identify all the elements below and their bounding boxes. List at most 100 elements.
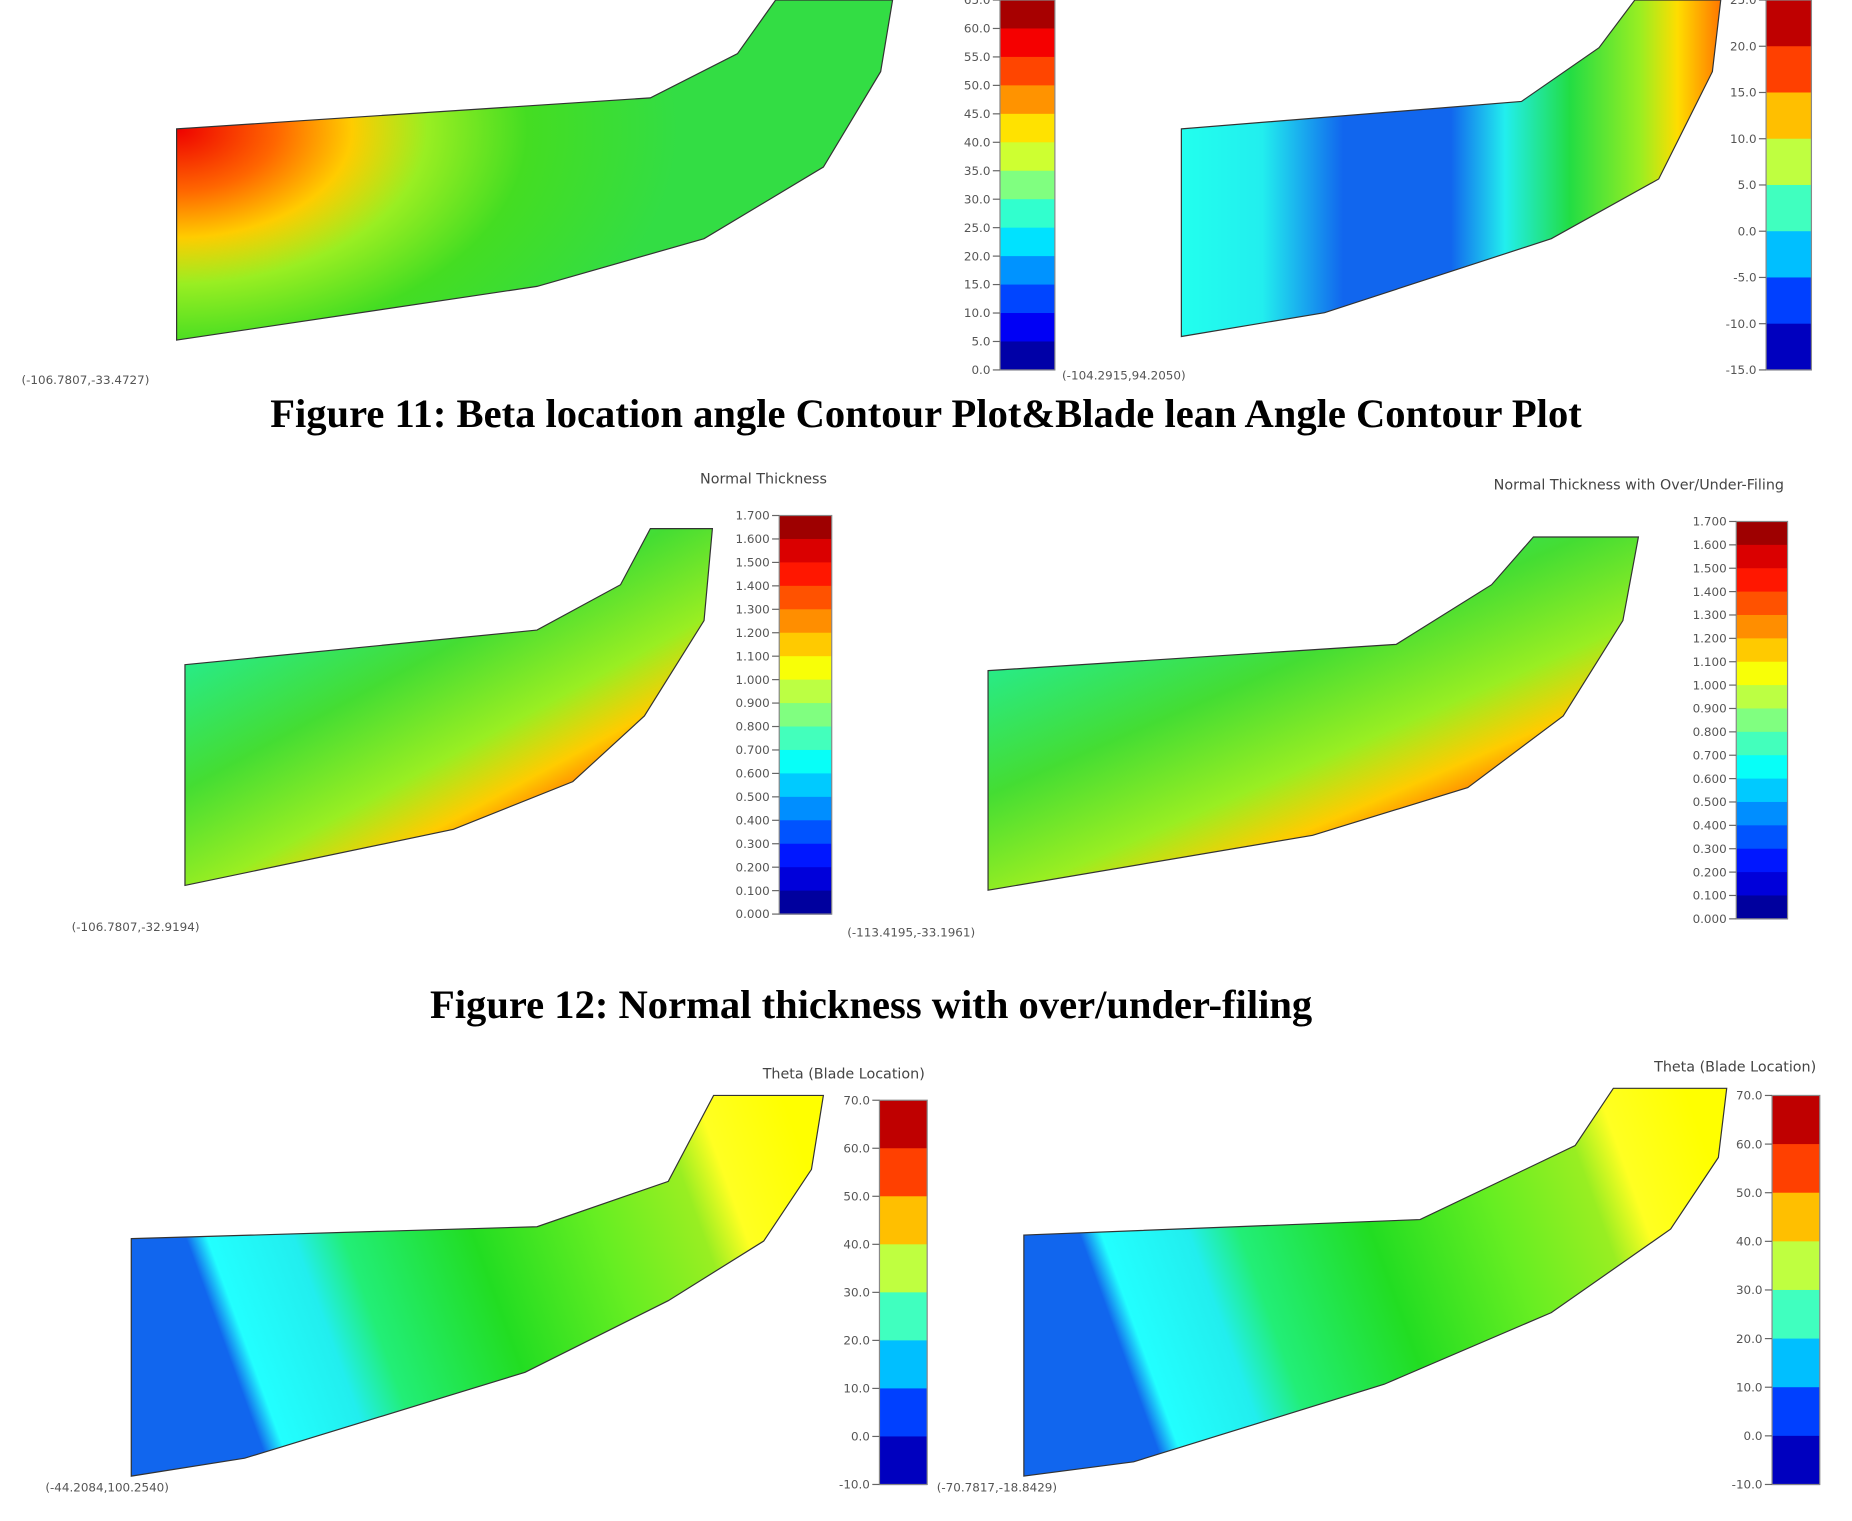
colorbar-label: 65.0 (964, 0, 991, 7)
colorbar-band (1766, 277, 1812, 325)
colorbar-band (1736, 521, 1788, 546)
colorbar-band (999, 170, 1055, 200)
colorbar-label: 15.0 (1730, 86, 1757, 100)
colorbar-label: 0.000 (1693, 912, 1727, 926)
colorbar-band (1766, 46, 1812, 94)
colorbar-label: 0.700 (736, 743, 770, 757)
colorbar-band (1736, 825, 1788, 850)
colorbar-band (879, 1148, 928, 1197)
colorbar-band (999, 313, 1055, 343)
colorbar-band (1766, 184, 1812, 232)
colorbar-label: 60.0 (843, 1141, 870, 1155)
colorbar-label: 10.0 (1736, 1380, 1763, 1394)
colorbar-band (879, 1388, 928, 1438)
colorbar-band (779, 749, 832, 775)
colorbar-band (999, 56, 1055, 86)
colorbar-label: 70.0 (1736, 1089, 1763, 1103)
colorbar-band (1736, 848, 1788, 873)
plot-title: Normal Thickness with Over/Under-Filing (1494, 477, 1784, 493)
colorbar-label: -15.0 (1726, 363, 1757, 377)
colorbar-label: 0.500 (736, 790, 770, 804)
colorbar-label: 0.100 (736, 884, 770, 898)
colorbar-label: 1.300 (736, 602, 770, 616)
colorbar-band (999, 142, 1055, 172)
colorbar-label: 1.600 (1693, 538, 1727, 552)
colorbar-label: 5.0 (1738, 178, 1757, 192)
caption: Figure 11: Beta location angle Contour P… (270, 391, 1582, 436)
coordinate-label: (-70.7817,-18.8429) (937, 1481, 1057, 1495)
colorbar-band (1772, 1144, 1820, 1194)
colorbar-label: 20.0 (1736, 1332, 1763, 1346)
colorbar-band (1766, 0, 1812, 47)
colorbar-label: 10.0 (1730, 132, 1757, 146)
colorbar-label: 1.400 (736, 579, 770, 593)
colorbar-band (779, 703, 832, 728)
colorbar-label: 10.0 (843, 1382, 870, 1396)
colorbar-band (1766, 323, 1812, 371)
colorbar-frame (778, 514, 833, 915)
colorbar-label: 0.600 (1693, 772, 1727, 786)
colorbar-label: 0.200 (736, 860, 770, 874)
colorbar-label: 30.0 (843, 1286, 870, 1300)
colorbar-label: 1.700 (736, 509, 770, 523)
colorbar-label: 0.700 (1693, 748, 1727, 762)
colorbar-band (779, 820, 832, 845)
contour-plot (130, 1094, 825, 1477)
colorbar-band (879, 1196, 928, 1245)
coordinate-label: (-106.7807,-32.9194) (72, 920, 200, 934)
colorbar-label: 0.400 (736, 813, 770, 827)
colorbar-label: 0.800 (1693, 725, 1727, 739)
colorbar-band (779, 656, 832, 681)
colorbar-band (1736, 591, 1788, 616)
colorbar-band (779, 538, 832, 564)
coordinate-label: (-106.7807,-33.4727) (21, 373, 149, 387)
colorbar-band (999, 28, 1055, 58)
colorbar-band (999, 256, 1055, 286)
colorbar-band (999, 0, 1055, 30)
colorbar-band (1772, 1435, 1820, 1486)
colorbar-label: 0.400 (1693, 819, 1727, 833)
colorbar-label: 45.0 (964, 107, 991, 121)
colorbar-label: 0.800 (736, 720, 770, 734)
contour-plot (1180, 0, 1722, 338)
colorbar-band (1736, 755, 1788, 780)
colorbar-band (779, 867, 832, 892)
colorbar-label: 10.0 (964, 306, 991, 320)
colorbar-label: 40.0 (964, 135, 991, 149)
coordinate-label: (-113.4195,-33.1961) (847, 926, 975, 940)
colorbar-label: 0.100 (1693, 889, 1727, 903)
colorbar-label: 0.300 (736, 837, 770, 851)
colorbar-band (1736, 685, 1788, 710)
colorbar-label: 35.0 (964, 164, 991, 178)
colorbar-label: 0.600 (736, 767, 770, 781)
colorbar-label: 0.0 (1738, 224, 1757, 238)
plot-title: Theta (Blade Location) (1653, 1060, 1816, 1076)
colorbar-band (1736, 544, 1788, 569)
colorbar-band (1736, 895, 1788, 920)
colorbar-band (1772, 1289, 1820, 1340)
colorbar-band (879, 1100, 928, 1149)
contour-plot (176, 0, 894, 341)
colorbar-label: 1.100 (736, 649, 770, 663)
colorbar-band (1736, 778, 1788, 803)
colorbar-band (1766, 138, 1812, 186)
colorbar-label: 5.0 (971, 335, 990, 349)
colorbar-label: -10.0 (839, 1478, 870, 1492)
colorbar-band (779, 562, 832, 587)
colorbar-label: 0.0 (971, 363, 990, 377)
colorbar-band (779, 679, 832, 704)
colorbar-label: 1.000 (1693, 678, 1727, 692)
colorbar-band (1766, 92, 1812, 140)
colorbar-band (1766, 231, 1812, 279)
colorbar-band (1736, 661, 1788, 686)
colorbar-label: -10.0 (1732, 1478, 1763, 1492)
colorbar-band (779, 632, 832, 657)
colorbar-label: 25.0 (964, 221, 991, 235)
colorbar-label: 1.200 (736, 626, 770, 640)
colorbar-band (999, 85, 1055, 115)
colorbar-label: 40.0 (843, 1237, 870, 1251)
colorbar-band (1736, 801, 1788, 826)
colorbar-label: 0.300 (1693, 842, 1727, 856)
colorbar-label: 0.500 (1693, 795, 1727, 809)
